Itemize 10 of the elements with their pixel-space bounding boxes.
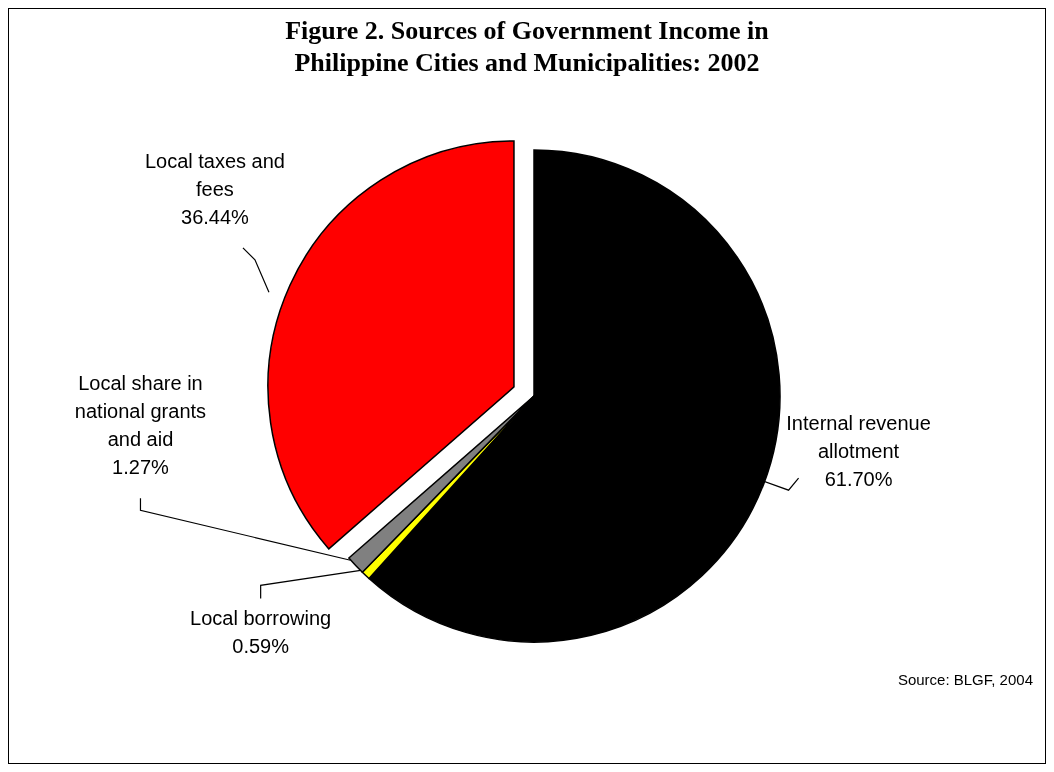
slice-label: Local share in national grants and aid bbox=[74, 372, 207, 451]
data-label: 0.59% bbox=[232, 635, 290, 658]
data-label: 1.27% bbox=[112, 456, 170, 479]
source-note: Source: BLGF, 2004 bbox=[897, 671, 1033, 688]
slice-label: Local borrowing bbox=[190, 607, 332, 630]
data-label: 36.44% bbox=[181, 205, 250, 228]
chart-title: Figure 2. Sources of Government Income in Philippine Cities and Municipalities: 2002 bbox=[284, 15, 770, 79]
data-label: 61.70% bbox=[824, 468, 893, 491]
slice-label: Local taxes and fees bbox=[144, 149, 286, 200]
slice-label: Internal revenue allotment bbox=[786, 412, 931, 463]
